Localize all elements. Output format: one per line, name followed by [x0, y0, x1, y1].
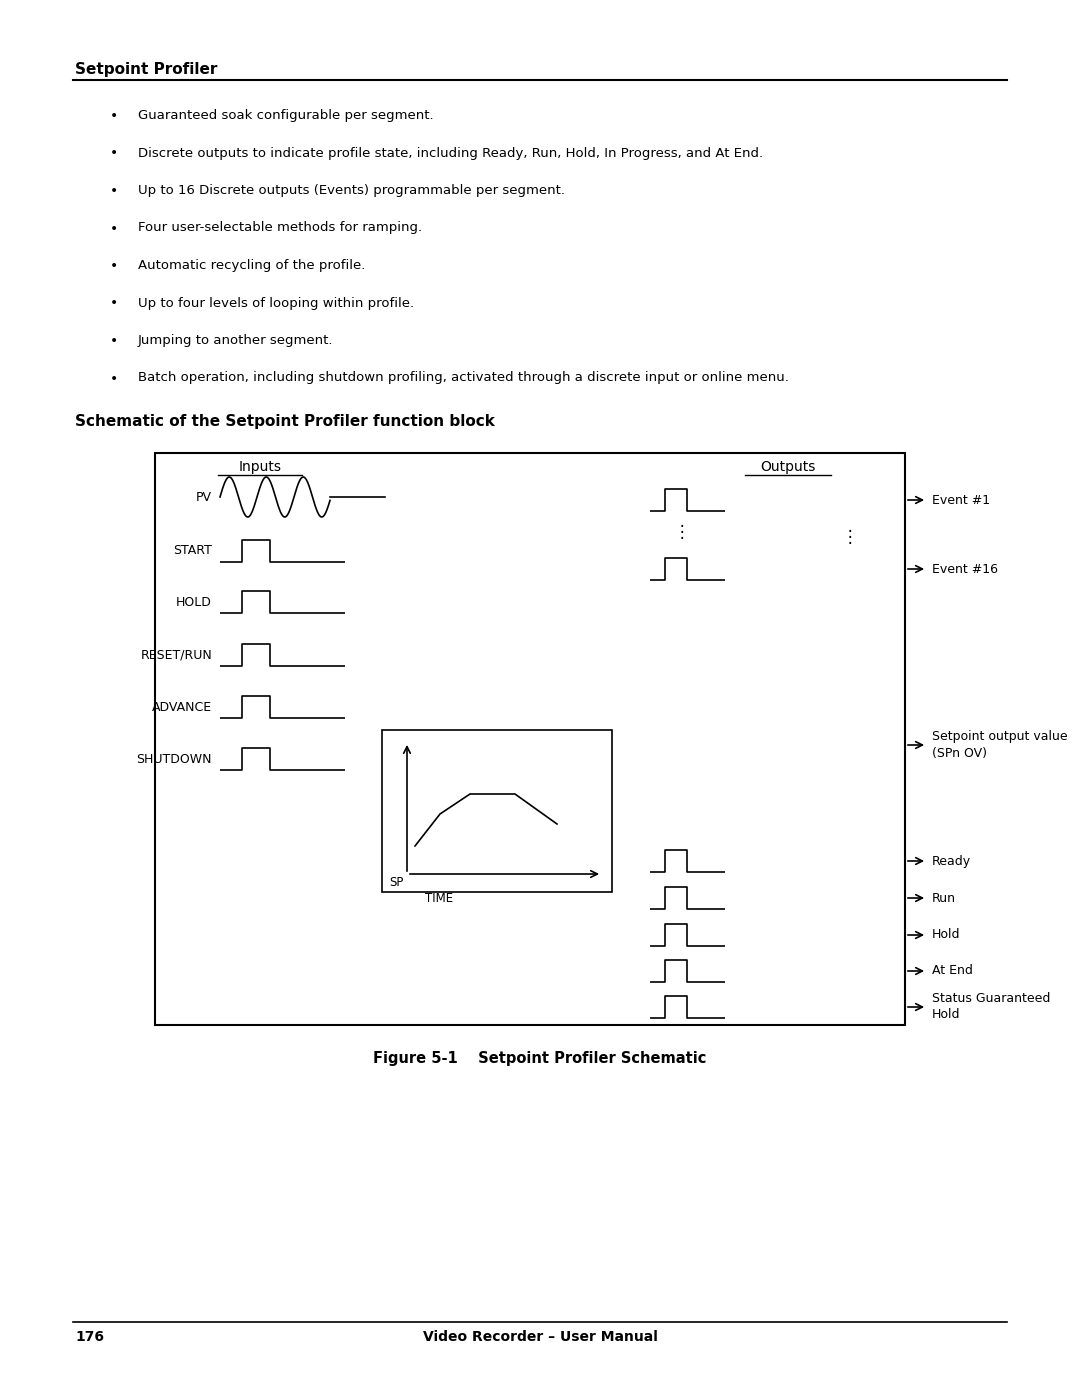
- Text: Discrete outputs to indicate profile state, including Ready, Run, Hold, In Progr: Discrete outputs to indicate profile sta…: [138, 147, 764, 159]
- Text: ⋮: ⋮: [674, 522, 690, 541]
- Text: Status Guaranteed
Hold: Status Guaranteed Hold: [932, 992, 1051, 1021]
- Text: Hold: Hold: [932, 929, 960, 942]
- Text: SP: SP: [389, 876, 403, 888]
- Text: Event #1: Event #1: [932, 493, 990, 507]
- Text: Jumping to another segment.: Jumping to another segment.: [138, 334, 334, 346]
- Text: HOLD: HOLD: [176, 595, 212, 609]
- Text: •: •: [110, 334, 118, 348]
- Text: Ready: Ready: [932, 855, 971, 868]
- Bar: [156, 453, 905, 1025]
- Text: •: •: [110, 222, 118, 236]
- Text: •: •: [110, 147, 118, 161]
- Text: Setpoint Profiler: Setpoint Profiler: [75, 61, 217, 77]
- Text: TIME: TIME: [426, 893, 454, 905]
- Text: Automatic recycling of the profile.: Automatic recycling of the profile.: [138, 258, 365, 272]
- Text: •: •: [110, 258, 118, 272]
- Text: Batch operation, including shutdown profiling, activated through a discrete inpu: Batch operation, including shutdown prof…: [138, 372, 788, 384]
- Text: Figure 5-1    Setpoint Profiler Schematic: Figure 5-1 Setpoint Profiler Schematic: [374, 1051, 706, 1066]
- Text: 176: 176: [75, 1330, 104, 1344]
- Text: Event #16: Event #16: [932, 563, 998, 576]
- Text: •: •: [110, 372, 118, 386]
- Text: At End: At End: [932, 964, 973, 978]
- Text: •: •: [110, 184, 118, 198]
- Text: Up to four levels of looping within profile.: Up to four levels of looping within prof…: [138, 296, 414, 310]
- Text: Run: Run: [932, 891, 956, 904]
- Text: Guaranteed soak configurable per segment.: Guaranteed soak configurable per segment…: [138, 109, 434, 122]
- Text: ⋮: ⋮: [841, 528, 859, 546]
- Text: PV: PV: [195, 490, 212, 503]
- Text: Video Recorder – User Manual: Video Recorder – User Manual: [422, 1330, 658, 1344]
- Text: RESET/RUN: RESET/RUN: [140, 648, 212, 662]
- Text: ADVANCE: ADVANCE: [152, 700, 212, 714]
- Text: Setpoint output value
(SPn OV): Setpoint output value (SPn OV): [932, 731, 1068, 760]
- Text: Up to 16 Discrete outputs (Events) programmable per segment.: Up to 16 Discrete outputs (Events) progr…: [138, 184, 565, 197]
- Text: Schematic of the Setpoint Profiler function block: Schematic of the Setpoint Profiler funct…: [75, 414, 495, 429]
- Text: •: •: [110, 296, 118, 310]
- Bar: [382, 731, 612, 893]
- Text: START: START: [173, 545, 212, 557]
- Text: Four user-selectable methods for ramping.: Four user-selectable methods for ramping…: [138, 222, 422, 235]
- Text: Outputs: Outputs: [760, 460, 815, 474]
- Text: SHUTDOWN: SHUTDOWN: [136, 753, 212, 766]
- Text: •: •: [110, 109, 118, 123]
- Text: Inputs: Inputs: [239, 460, 282, 474]
